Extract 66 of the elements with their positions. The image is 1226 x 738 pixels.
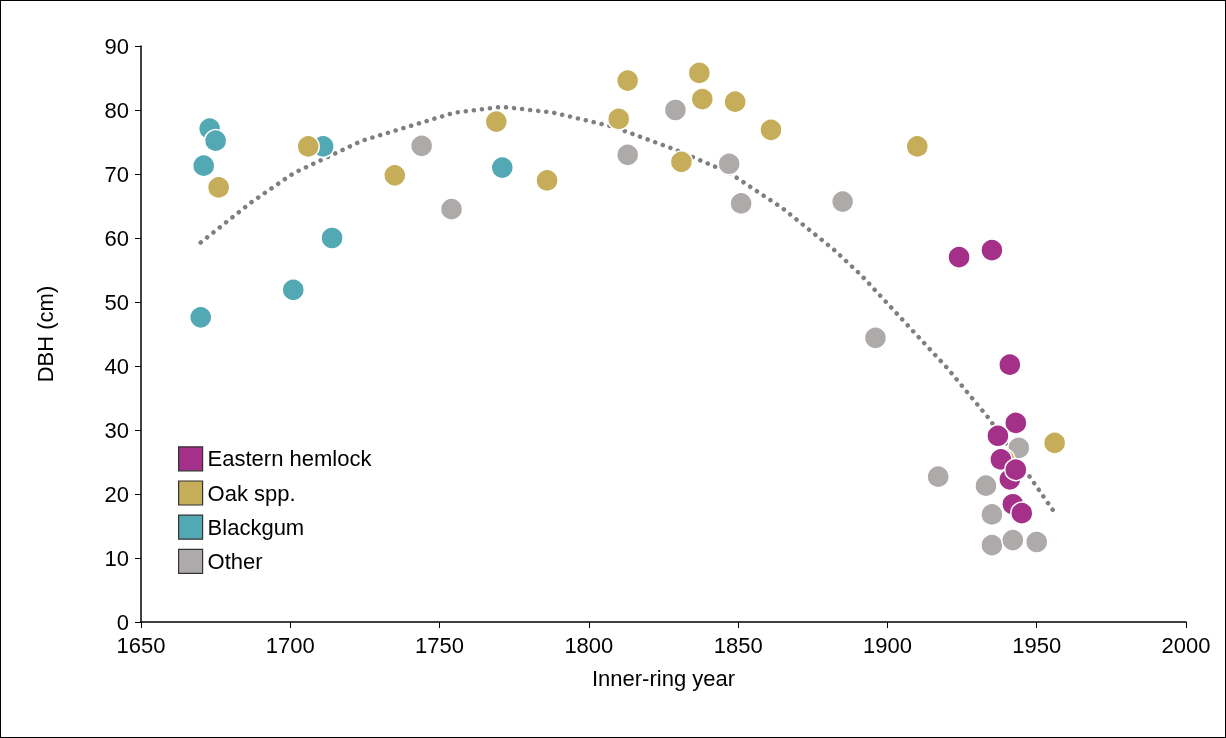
point	[439, 197, 464, 221]
line-series	[198, 104, 1057, 515]
x-tick-label: 1750	[415, 632, 465, 658]
point	[690, 87, 715, 111]
point	[1001, 528, 1025, 552]
point	[484, 109, 509, 134]
y-tick-label: 70	[104, 161, 129, 187]
x-tick-label: 1800	[564, 632, 614, 658]
point	[1042, 431, 1067, 455]
y-tick-label: 50	[104, 289, 129, 315]
point	[615, 143, 640, 167]
x-tick-label: 2000	[1161, 632, 1211, 658]
point	[717, 152, 741, 176]
point	[947, 245, 971, 269]
point	[409, 134, 434, 158]
point	[986, 424, 1010, 448]
legend-label: Blackgum	[207, 514, 305, 540]
point	[320, 226, 344, 250]
point	[663, 98, 688, 122]
y-tick-label: 30	[104, 417, 129, 443]
x-tick-label: 1700	[265, 632, 315, 658]
point	[1024, 530, 1049, 554]
y-tick-label: 80	[104, 97, 129, 123]
y-tick-label: 60	[104, 225, 129, 251]
point	[998, 352, 1022, 377]
point	[863, 326, 888, 350]
point	[723, 89, 747, 114]
point	[191, 153, 216, 178]
x-axis-title: Inner-ring year	[591, 665, 736, 691]
point	[535, 168, 559, 193]
point	[669, 150, 694, 174]
legend-label: Other	[207, 548, 263, 574]
point	[905, 134, 930, 159]
point	[926, 464, 950, 489]
point	[281, 278, 306, 302]
point	[974, 473, 998, 498]
point	[1004, 411, 1028, 435]
point	[729, 191, 753, 216]
y-tick-label: 40	[104, 353, 129, 379]
point	[490, 155, 515, 180]
point	[687, 61, 712, 85]
y-tick-label: 20	[104, 481, 129, 507]
legend-label: Oak spp.	[207, 480, 296, 506]
point	[188, 305, 213, 330]
y-tick-label: 10	[104, 545, 129, 571]
point	[615, 68, 640, 93]
point	[980, 533, 1004, 557]
y-tick-label: 90	[104, 33, 129, 59]
point	[1004, 457, 1028, 482]
point	[830, 189, 855, 214]
y-axis-title: DBH (cm)	[32, 285, 58, 383]
point	[980, 502, 1004, 527]
x-tick-label: 1950	[1012, 632, 1062, 658]
y-tick-label: 0	[116, 609, 129, 635]
point	[759, 118, 783, 142]
point	[980, 238, 1004, 262]
point	[206, 175, 231, 200]
point	[296, 134, 320, 159]
x-tick-label: 1650	[116, 632, 166, 658]
point	[203, 128, 228, 153]
x-tick-label: 1850	[713, 632, 763, 658]
x-tick-label: 1900	[862, 632, 912, 658]
legend-label: Eastern hemlock	[207, 446, 373, 472]
point	[383, 163, 407, 188]
point	[1010, 501, 1034, 525]
point	[606, 107, 631, 131]
